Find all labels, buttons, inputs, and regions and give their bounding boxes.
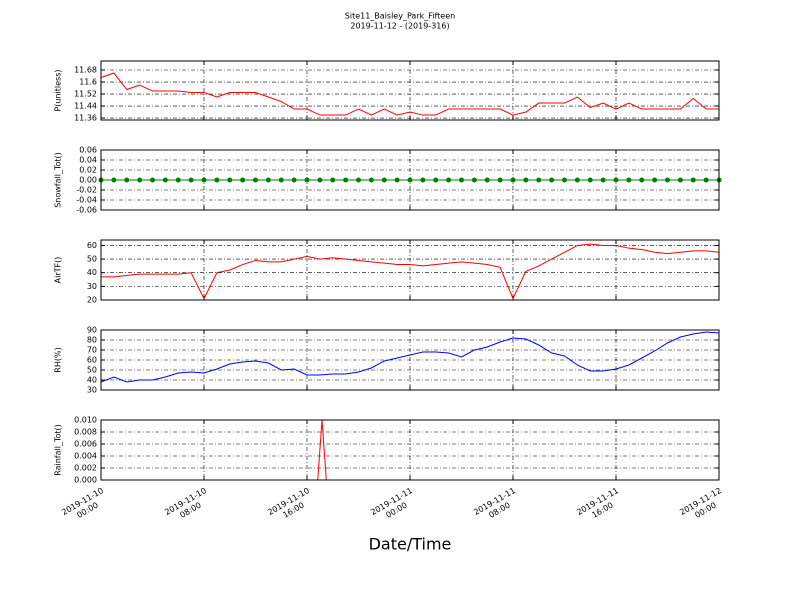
data-marker bbox=[124, 177, 130, 183]
plot-frame bbox=[100, 419, 720, 481]
data-marker bbox=[690, 177, 696, 183]
y-tick-label: 0.010 bbox=[74, 416, 97, 425]
data-marker bbox=[356, 177, 361, 183]
data-marker bbox=[665, 177, 670, 183]
data-marker bbox=[201, 177, 207, 183]
data-marker bbox=[677, 177, 683, 183]
data-marker bbox=[600, 177, 606, 183]
data-marker bbox=[497, 177, 503, 183]
data-marker bbox=[227, 177, 233, 183]
data-marker bbox=[510, 177, 516, 183]
data-marker bbox=[471, 177, 477, 183]
y-tick-label: 0.06 bbox=[79, 146, 97, 155]
data-marker bbox=[574, 177, 580, 183]
data-marker bbox=[343, 177, 349, 183]
y-tick-label: 0.006 bbox=[74, 440, 97, 449]
data-marker bbox=[420, 177, 426, 183]
data-marker bbox=[111, 177, 117, 183]
y-tick-label: 30 bbox=[87, 386, 97, 395]
y-tick-label: 0.00 bbox=[79, 176, 97, 185]
y-tick-label: 0.008 bbox=[74, 428, 97, 437]
y-tick-label: 0.04 bbox=[79, 156, 97, 165]
data-marker bbox=[317, 177, 323, 183]
y-tick-label: 60 bbox=[87, 356, 97, 365]
y-axis-label: P(unitless) bbox=[54, 69, 63, 111]
y-tick-label: 0.004 bbox=[74, 452, 97, 461]
y-axis-label: AirTF() bbox=[54, 257, 63, 284]
x-axis-label: Date/Time bbox=[369, 535, 452, 554]
y-tick-label: 11.44 bbox=[74, 102, 97, 111]
data-marker bbox=[253, 177, 258, 183]
data-marker bbox=[394, 177, 400, 183]
data-marker bbox=[291, 177, 297, 183]
y-tick-label: 50 bbox=[87, 255, 97, 264]
data-marker bbox=[278, 177, 284, 183]
data-marker bbox=[150, 177, 155, 183]
data-marker bbox=[523, 177, 529, 183]
data-marker bbox=[381, 177, 387, 183]
y-tick-label: 11.6 bbox=[79, 78, 97, 87]
y-tick-label: 11.52 bbox=[74, 90, 97, 99]
data-marker bbox=[652, 177, 658, 183]
y-tick-label: 0.000 bbox=[74, 476, 97, 485]
plot-frame bbox=[100, 239, 720, 301]
y-tick-label: 80 bbox=[87, 336, 97, 345]
plot-frame bbox=[100, 60, 720, 121]
data-marker bbox=[484, 177, 490, 183]
data-marker bbox=[562, 177, 567, 183]
data-marker bbox=[549, 177, 555, 183]
data-marker bbox=[446, 177, 452, 183]
data-line bbox=[101, 243, 720, 300]
chart-title: Site11_Baisley_Park_Fifteen bbox=[345, 12, 455, 21]
y-tick-label: 60 bbox=[87, 241, 97, 250]
y-tick-label: 20 bbox=[87, 296, 97, 305]
y-tick-label: -0.06 bbox=[76, 206, 97, 215]
data-marker bbox=[137, 177, 143, 183]
plot-frame bbox=[100, 329, 720, 391]
y-axis-label: Snowfall_Tot() bbox=[54, 152, 63, 208]
y-tick-label: -0.02 bbox=[76, 186, 97, 195]
data-marker bbox=[265, 177, 271, 183]
y-tick-label: 11.68 bbox=[74, 66, 97, 75]
y-tick-label: 0.002 bbox=[74, 464, 97, 473]
data-line bbox=[100, 72, 719, 116]
data-marker bbox=[703, 177, 709, 183]
data-marker bbox=[162, 177, 168, 183]
y-tick-label: 50 bbox=[87, 366, 97, 375]
y-tick-label: 11.36 bbox=[74, 114, 97, 123]
data-marker bbox=[639, 177, 645, 183]
data-marker bbox=[188, 177, 194, 183]
y-axis-label: RH(%) bbox=[54, 347, 63, 372]
data-marker bbox=[626, 177, 632, 183]
y-tick-label: 30 bbox=[87, 282, 97, 291]
data-marker bbox=[304, 177, 310, 183]
chart-subtitle: 2019-11-12 - (2019-316) bbox=[350, 22, 449, 31]
data-marker bbox=[613, 177, 619, 183]
data-marker bbox=[459, 177, 464, 183]
y-tick-label: 0.02 bbox=[79, 166, 97, 175]
y-tick-label: -0.04 bbox=[76, 196, 97, 205]
y-tick-label: 90 bbox=[87, 326, 97, 335]
data-marker bbox=[240, 177, 246, 183]
plot-frame bbox=[100, 149, 720, 211]
y-axis-label: Rainfall_Tot() bbox=[54, 424, 63, 476]
y-tick-label: 40 bbox=[87, 376, 97, 385]
data-line bbox=[100, 331, 720, 383]
y-tick-label: 70 bbox=[87, 346, 97, 355]
data-marker bbox=[587, 177, 593, 183]
data-marker bbox=[368, 177, 374, 183]
data-marker bbox=[433, 177, 439, 183]
data-marker bbox=[536, 177, 542, 183]
data-marker bbox=[175, 177, 181, 183]
data-marker bbox=[214, 177, 220, 183]
data-marker bbox=[330, 177, 336, 183]
y-tick-label: 40 bbox=[87, 268, 97, 277]
data-marker bbox=[407, 177, 413, 183]
